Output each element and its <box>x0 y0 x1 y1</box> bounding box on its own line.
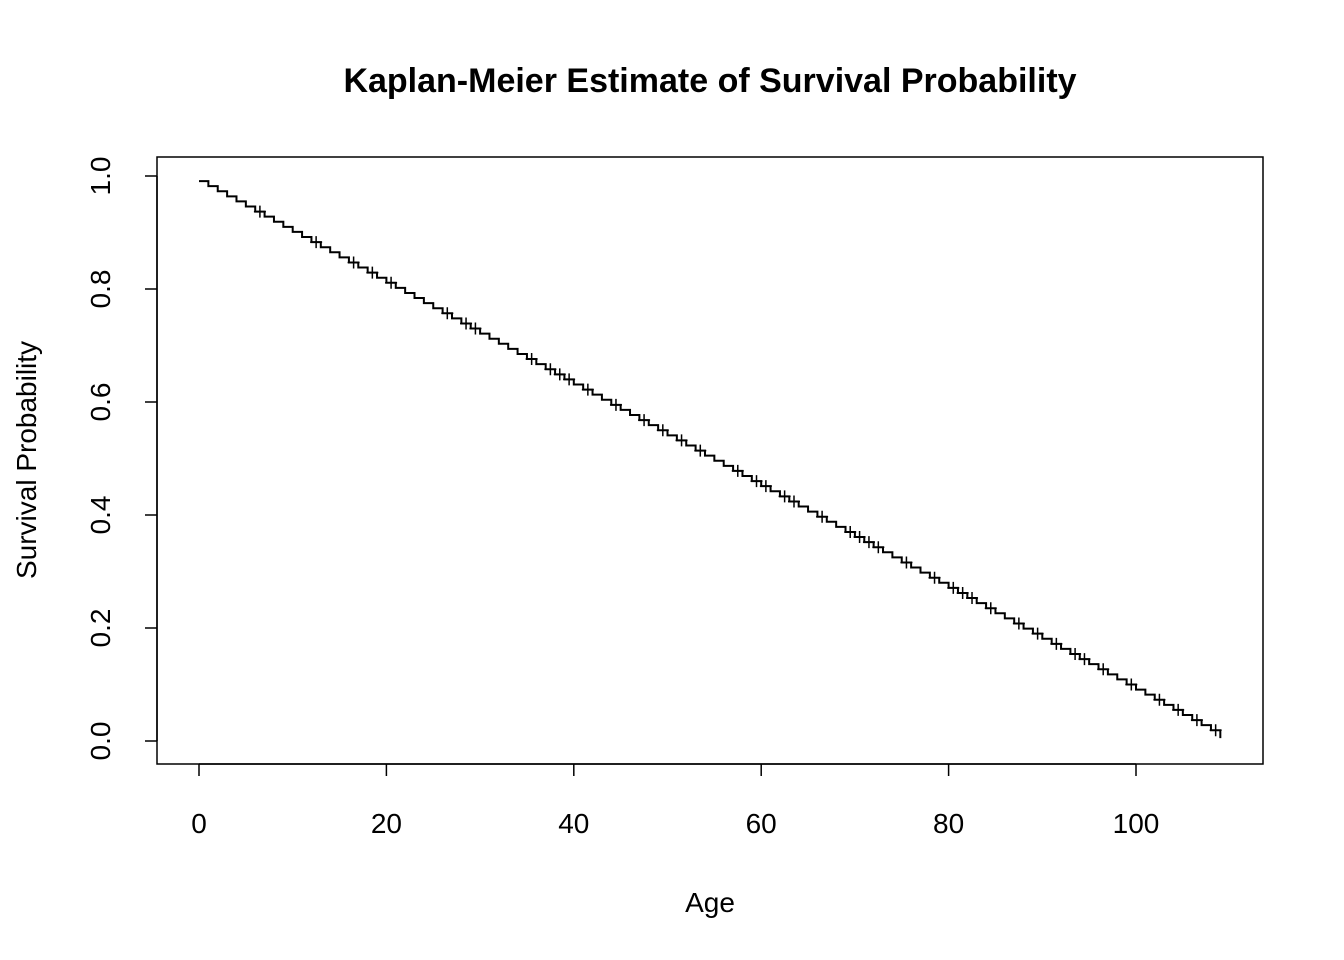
censor-mark <box>638 414 651 427</box>
x-tick-label: 60 <box>746 808 777 839</box>
censor-mark <box>750 475 763 488</box>
x-axis-label: Age <box>685 887 735 918</box>
censor-mark <box>544 363 557 376</box>
censor-mark <box>1153 693 1166 706</box>
censor-mark <box>844 525 857 538</box>
censor-mark <box>1172 703 1185 716</box>
chart-title: Kaplan-Meier Estimate of Survival Probab… <box>343 62 1076 100</box>
censor-mark <box>553 368 566 381</box>
censor-mark <box>872 541 885 554</box>
censor-mark <box>525 353 538 366</box>
censor-mark <box>441 307 454 320</box>
x-axis: 0 20 40 60 80 100 <box>191 763 1160 839</box>
censor-mark <box>966 592 979 605</box>
censor-mark <box>460 317 473 330</box>
censor-mark <box>816 510 829 523</box>
censor-mark <box>253 205 266 218</box>
censor-mark <box>469 322 482 335</box>
x-tick-label: 20 <box>371 808 402 839</box>
y-tick-label: 0.0 <box>85 722 116 761</box>
censor-mark <box>1190 714 1203 727</box>
x-tick-label: 100 <box>1113 808 1160 839</box>
censor-mark <box>1050 637 1063 650</box>
censor-mark <box>366 266 379 279</box>
censor-mark <box>385 276 398 289</box>
x-tick-label: 80 <box>933 808 964 839</box>
y-tick-label: 1.0 <box>85 157 116 196</box>
censor-mark <box>947 581 960 594</box>
censor-marks <box>253 205 1222 737</box>
censor-mark <box>609 398 622 411</box>
censor-mark <box>581 383 594 396</box>
y-axis: 0.0 0.2 0.4 0.6 0.8 1.0 <box>85 157 158 761</box>
censor-mark <box>694 444 707 457</box>
censor-mark <box>1125 678 1138 691</box>
censor-mark <box>731 464 744 477</box>
censor-mark <box>928 571 941 584</box>
censor-mark <box>1078 653 1091 666</box>
x-tick-label: 0 <box>191 808 207 839</box>
y-tick-label: 0.2 <box>85 609 116 648</box>
y-tick-label: 0.4 <box>85 496 116 535</box>
censor-mark <box>956 586 969 599</box>
x-tick-label: 40 <box>558 808 589 839</box>
censor-mark <box>853 531 866 544</box>
censor-mark <box>862 536 875 549</box>
censor-mark <box>1209 724 1222 737</box>
censor-mark <box>787 495 800 508</box>
y-tick-label: 0.6 <box>85 383 116 422</box>
censor-mark <box>984 602 997 615</box>
y-axis-label: Survival Probability <box>11 341 42 579</box>
censor-mark <box>759 480 772 493</box>
censor-mark <box>347 256 360 269</box>
censor-mark <box>778 490 791 503</box>
censor-mark <box>675 434 688 447</box>
censor-mark <box>1069 647 1082 660</box>
censor-mark <box>310 236 323 249</box>
censor-mark <box>1097 663 1110 676</box>
y-tick-label: 0.8 <box>85 270 116 309</box>
km-step-curve <box>199 180 1222 739</box>
censor-mark <box>1012 617 1025 630</box>
censor-mark <box>900 556 913 569</box>
censor-mark <box>656 424 669 437</box>
censor-mark <box>1031 627 1044 640</box>
censor-mark <box>563 373 576 386</box>
